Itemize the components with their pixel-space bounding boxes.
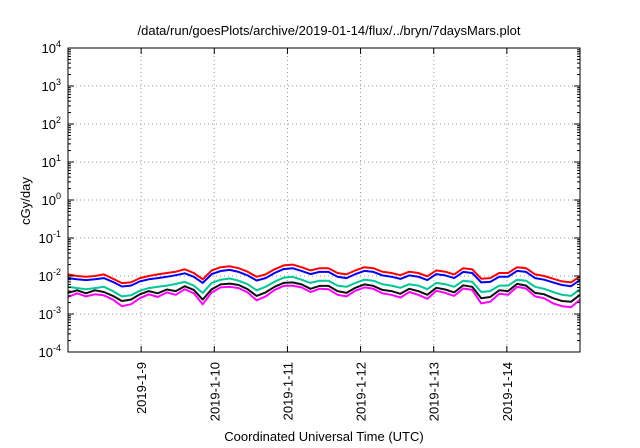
grid [68,48,580,352]
series-line [67,275,581,298]
y-tick-label: 10-3 [39,305,61,322]
y-axis-label: cGy/day [18,177,33,225]
x-tick-label: 2019-1-9 [134,362,149,414]
x-tick-label: 2019-1-10 [207,362,222,421]
axes: 10-4 10-3 10-2 10-1 100 101 102 103 104 2019-1-9 2… [39,39,581,421]
series-line [67,263,581,285]
y-tick-label: 10-1 [39,229,61,246]
series-line [67,267,581,288]
y-tick-label: 100 [42,191,61,208]
y-tick-label: 103 [42,77,61,94]
y-tick-label: 102 [42,115,61,132]
x-tick-label: 2019-1-13 [427,362,442,421]
series-line [67,284,581,309]
x-tick-label: 2019-1-11 [280,362,295,420]
y-tick-label: 10-2 [39,267,61,284]
x-tick-label: 2019-1-14 [500,362,515,421]
series-layer [67,263,581,309]
x-axis-label: Coordinated Universal Time (UTC) [224,429,423,444]
y-tick-label: 101 [42,153,61,170]
y-tick-label: 10-4 [39,343,61,360]
chart-title: /data/run/goesPlots/archive/2019-01-14/f… [138,23,521,38]
y-tick-label: 104 [42,39,61,56]
series-line [67,281,581,303]
x-tick-label: 2019-1-12 [354,362,369,421]
plot-frame [67,47,581,353]
